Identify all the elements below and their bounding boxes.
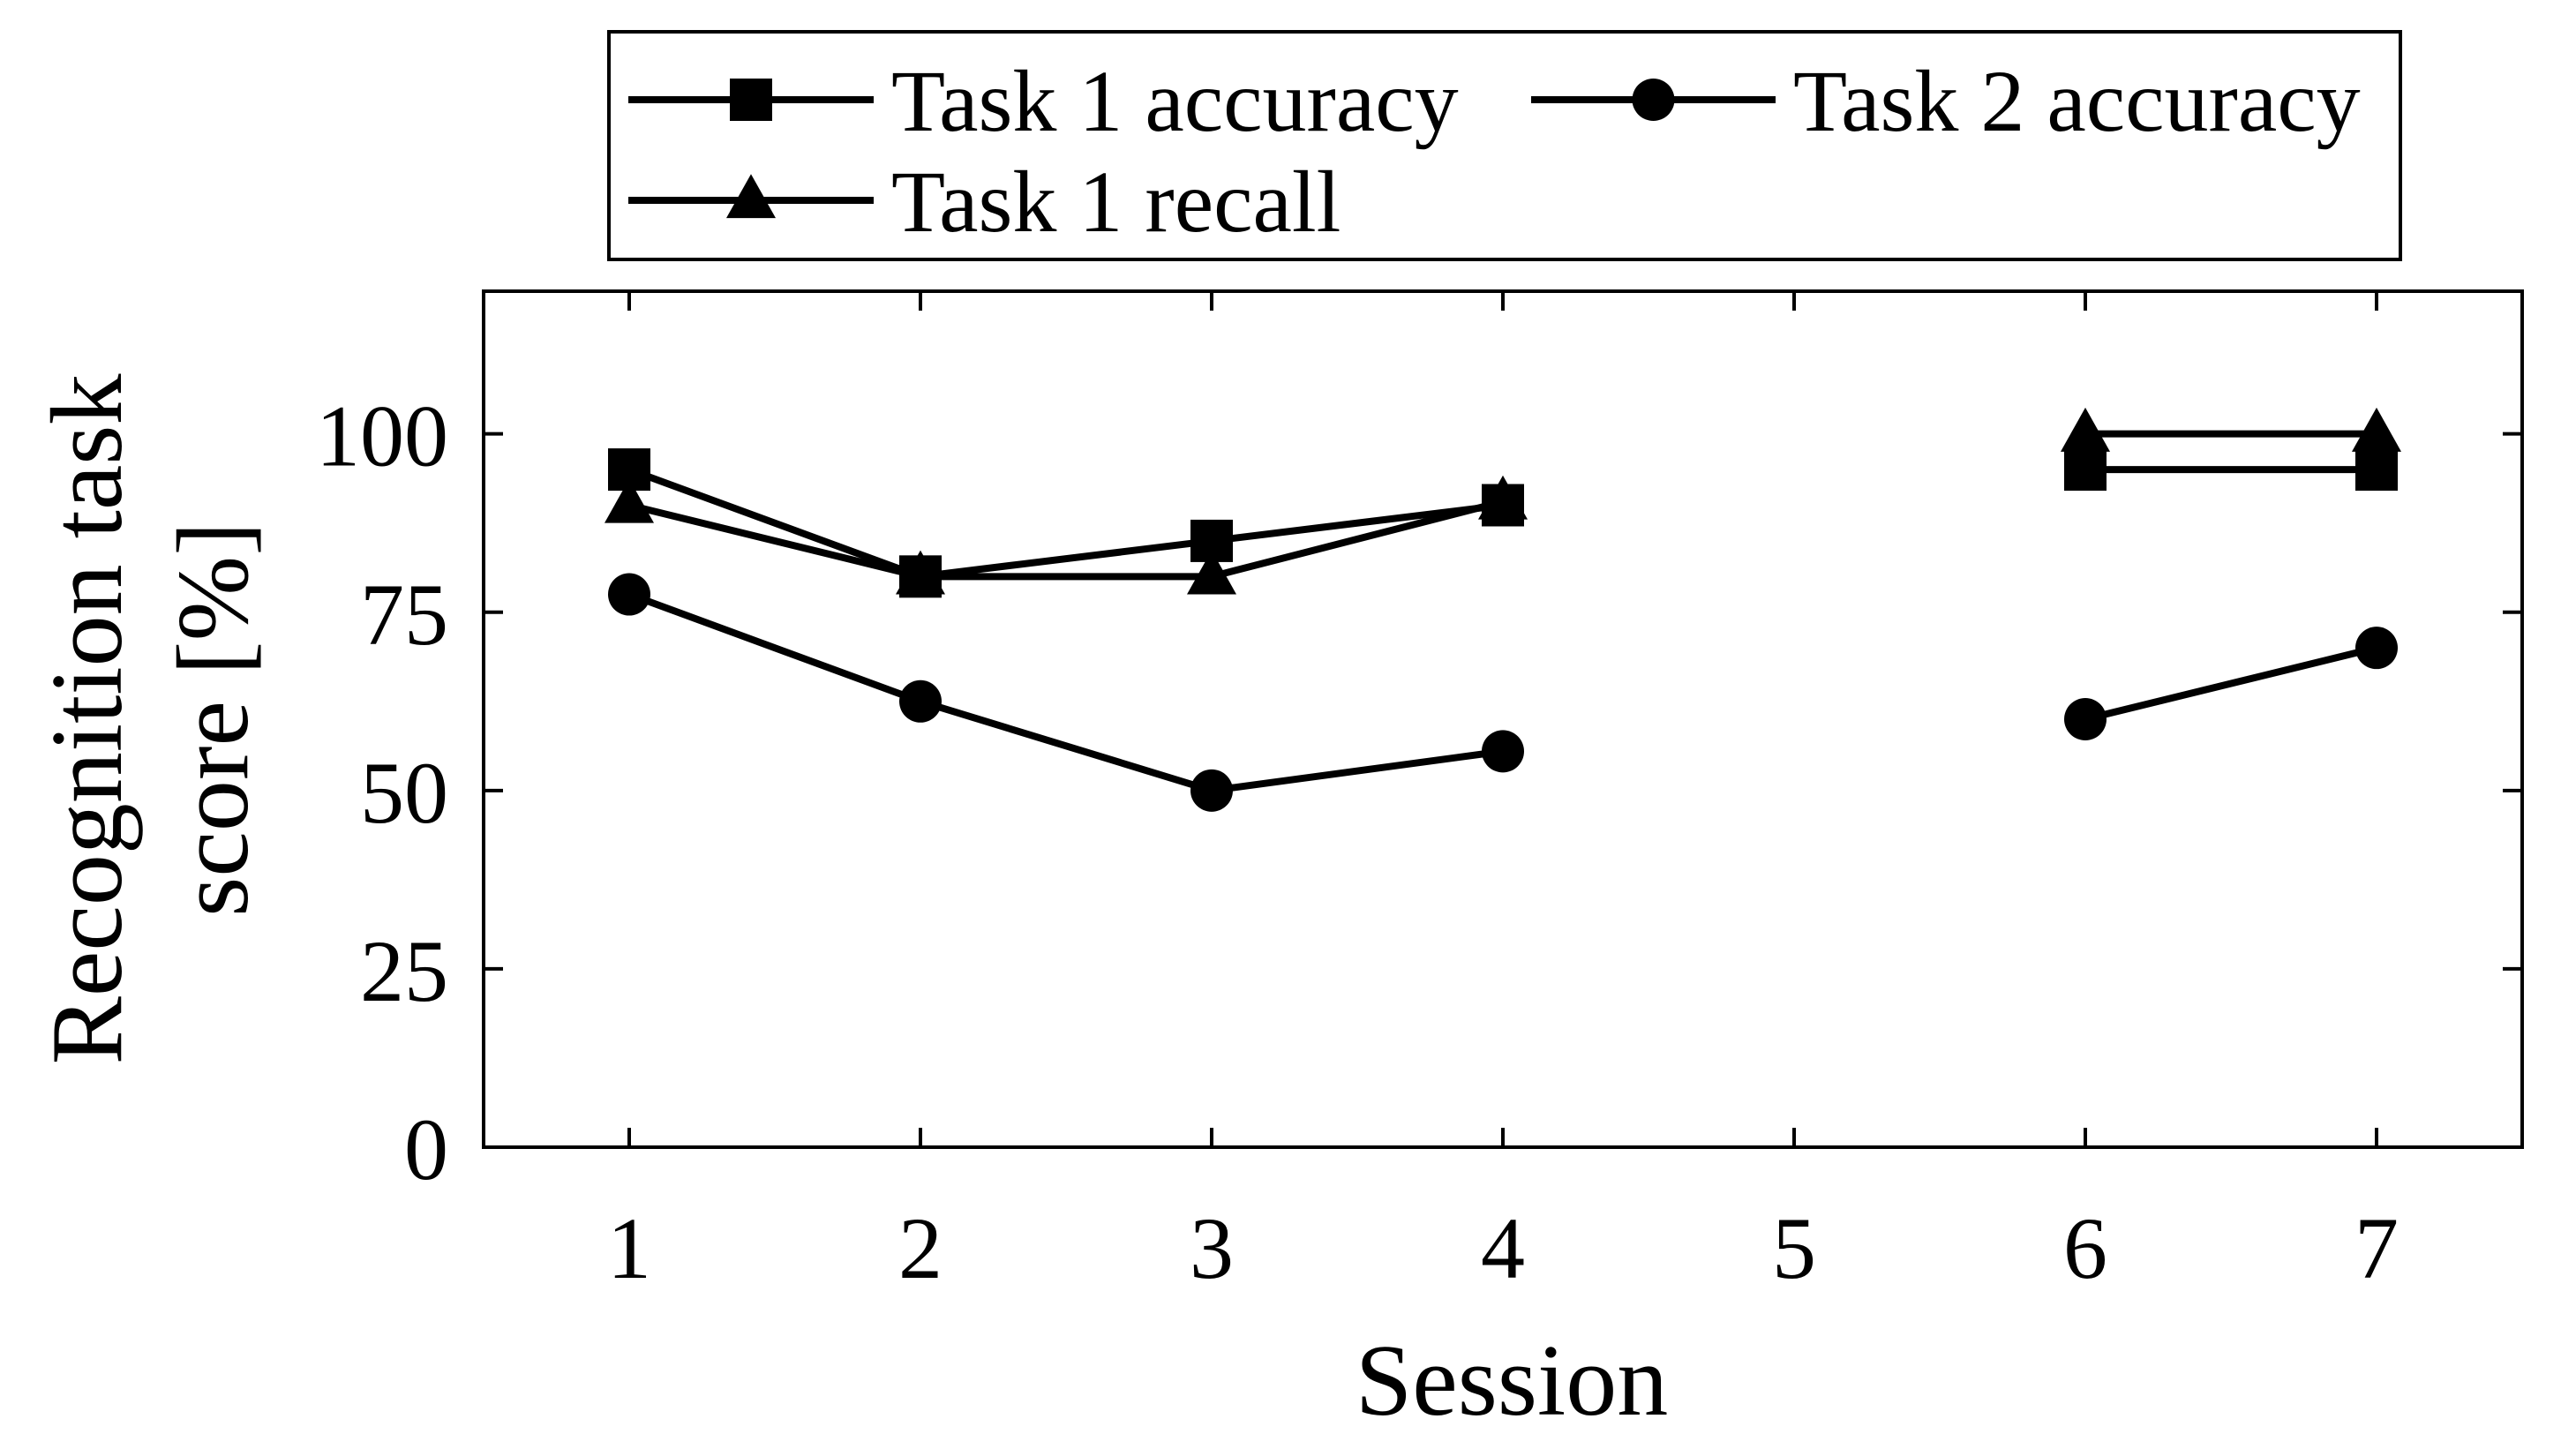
- x-tick-label: 3: [1190, 1199, 1234, 1297]
- data-point-triangle: [1478, 475, 1528, 520]
- legend-entry: Task 1 recall: [628, 153, 1341, 251]
- data-point-square: [2355, 448, 2398, 492]
- data-point-circle: [2064, 698, 2107, 740]
- legend-marker-square: [730, 79, 772, 121]
- series-triangle: [605, 407, 2401, 595]
- axes: 1 2 3 4 5 6 7 0 25 50 75 100: [316, 289, 2524, 1297]
- legend-label: Task 1 recall: [891, 153, 1341, 251]
- x-tick-label: 5: [1772, 1199, 1816, 1297]
- x-tick-label: 7: [2354, 1199, 2399, 1297]
- legend-entry: Task 2 accuracy: [1531, 52, 2361, 150]
- legend-entry: Task 1 accuracy: [628, 52, 1459, 150]
- x-tick-label: 4: [1481, 1199, 1525, 1297]
- y-tick-label: 50: [360, 744, 448, 842]
- legend-label: Task 2 accuracy: [1793, 52, 2361, 150]
- series-line: [627, 466, 1504, 581]
- x-tick-label: 1: [607, 1199, 651, 1297]
- data-point-triangle: [896, 550, 945, 595]
- legend-marker-triangle: [726, 174, 776, 219]
- legend: Task 1 accuracy Task 2 accuracy Task 1 rec…: [607, 30, 2402, 261]
- legend-marker-circle: [1632, 79, 1675, 121]
- x-tick-label: 2: [898, 1199, 943, 1297]
- legend-label: Task 1 accuracy: [891, 52, 1459, 150]
- data-point-circle: [2355, 627, 2398, 670]
- data-point-circle: [1482, 730, 1524, 773]
- legend-box: [607, 30, 2402, 261]
- y-axis-label-line-1: Recognition task: [31, 374, 144, 1065]
- data-point-triangle: [605, 478, 654, 523]
- x-tick-label: 6: [2063, 1199, 2107, 1297]
- data-point-square: [2064, 448, 2107, 492]
- series-line: [2084, 644, 2377, 723]
- y-tick-label: 0: [404, 1100, 448, 1198]
- data-point-triangle: [2061, 407, 2110, 452]
- data-point-triangle: [1187, 550, 1236, 595]
- y-tick-label: 100: [316, 387, 448, 485]
- data-point-triangle: [2352, 407, 2401, 452]
- y-axis-label-line-2: score [%]: [157, 522, 270, 917]
- data-point-circle: [1190, 769, 1233, 812]
- data-point-circle: [608, 573, 650, 616]
- series-line: [627, 590, 1504, 794]
- y-tick-label: 75: [360, 566, 448, 664]
- series-line: [628, 498, 1504, 581]
- y-tick-label: 25: [360, 922, 448, 1020]
- x-axis-label: Session: [1356, 1325, 1669, 1438]
- series-circle: [608, 573, 2398, 812]
- series-layer: [605, 407, 2401, 812]
- data-point-circle: [899, 679, 942, 723]
